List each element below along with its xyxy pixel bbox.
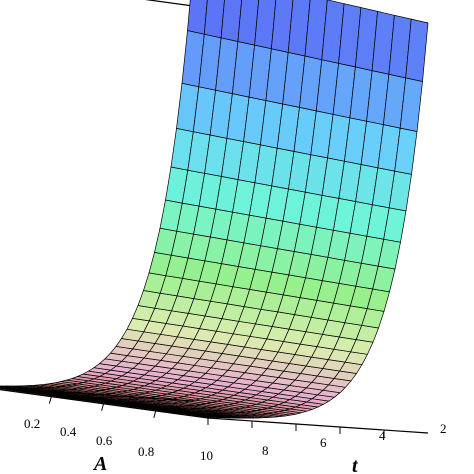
- bounding-box-front: [0, 387, 429, 434]
- x-tick-mark: [153, 410, 157, 419]
- x-tick-mark: [101, 403, 105, 411]
- y-tick-label: 4: [379, 428, 386, 443]
- box-edge: [207, 417, 429, 434]
- surface-mesh: [0, 0, 429, 419]
- box-edge: [0, 387, 194, 402]
- x-tick-label: 0.8: [138, 444, 154, 459]
- y-tick-label: 2: [440, 421, 447, 436]
- y-tick-label: 8: [262, 443, 269, 458]
- y-tick-label: 6: [320, 435, 327, 450]
- axis-ticks: [48, 396, 385, 437]
- x-axis-title: A: [92, 453, 107, 474]
- x-tick-label: 0.2: [24, 416, 40, 431]
- y-axis-title: t: [352, 455, 359, 474]
- x-tick-label: 0.4: [60, 424, 77, 439]
- x-tick-label: 0.6: [96, 433, 113, 448]
- x-tick-mark: [48, 396, 52, 404]
- box-edge: [0, 389, 209, 419]
- surface-patch: [405, 18, 429, 82]
- box-edge: [144, 0, 209, 9]
- y-tick-label: 10: [200, 448, 213, 463]
